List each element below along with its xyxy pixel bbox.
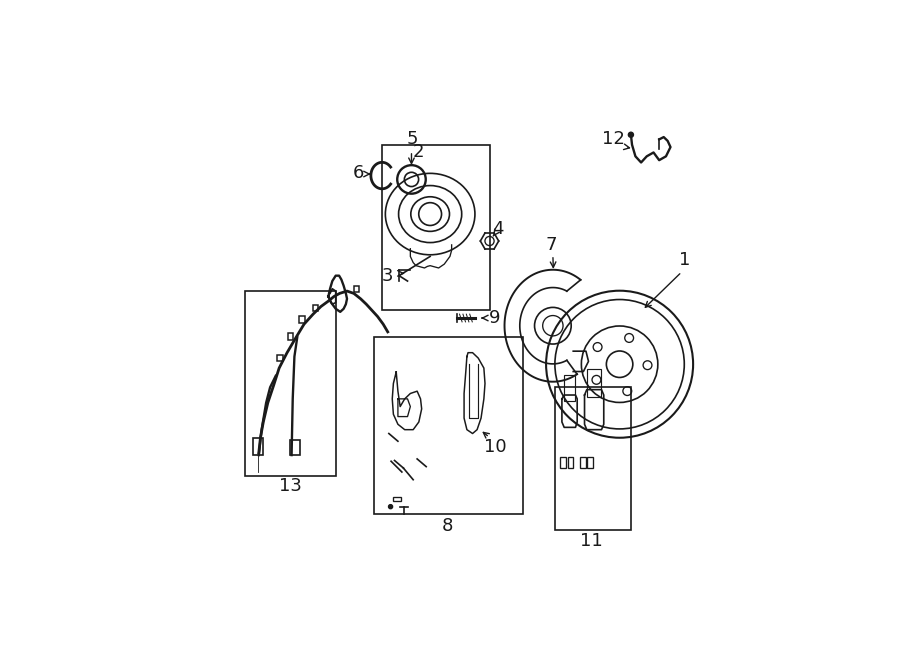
Text: 6: 6 <box>353 165 364 182</box>
Text: 5: 5 <box>406 130 418 148</box>
Bar <box>288 333 293 340</box>
Bar <box>563 375 575 401</box>
Bar <box>354 286 359 292</box>
Bar <box>382 145 490 310</box>
Text: 10: 10 <box>484 438 507 456</box>
Bar <box>253 438 264 455</box>
Text: 13: 13 <box>279 477 302 495</box>
Text: 11: 11 <box>580 532 603 551</box>
Text: 12: 12 <box>602 130 626 148</box>
Bar <box>299 317 304 323</box>
Bar <box>587 369 601 397</box>
Bar <box>554 387 631 529</box>
Bar <box>312 305 319 311</box>
Circle shape <box>389 504 392 509</box>
Bar <box>374 337 524 514</box>
Bar <box>560 457 566 468</box>
Text: 3: 3 <box>382 266 393 285</box>
Text: 4: 4 <box>492 221 504 239</box>
Bar <box>245 291 336 476</box>
Bar <box>568 457 573 468</box>
Bar <box>277 355 284 361</box>
Text: 2: 2 <box>413 143 425 161</box>
Circle shape <box>628 132 634 137</box>
Text: 8: 8 <box>441 517 453 535</box>
Bar <box>588 457 593 468</box>
Bar <box>580 457 586 468</box>
Bar <box>291 440 300 455</box>
Text: 7: 7 <box>546 236 557 254</box>
Bar <box>393 497 401 501</box>
Text: 1: 1 <box>679 251 690 269</box>
Text: 9: 9 <box>489 309 500 327</box>
